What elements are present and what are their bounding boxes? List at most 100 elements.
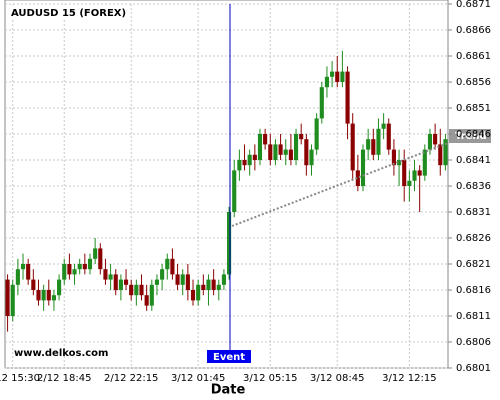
candle-body — [412, 170, 417, 181]
candle-body — [123, 279, 129, 285]
x-tick-label: 3/12 08:45 — [310, 373, 364, 384]
candle-body — [113, 274, 118, 290]
candle-body — [206, 279, 211, 290]
candle-body — [103, 269, 108, 280]
candle-body — [288, 149, 293, 160]
candle-body — [72, 269, 77, 275]
candle-body — [263, 134, 268, 145]
plot-area — [4, 0, 449, 369]
x-tick-label: 2/12 15:30 — [0, 373, 40, 384]
candle-body — [139, 284, 144, 296]
y-tick-label: 0.6801 — [456, 363, 491, 374]
y-tick-label: 0.6836 — [456, 181, 491, 192]
candle-body — [283, 149, 288, 155]
candle-body — [149, 284, 154, 306]
candle-body — [376, 128, 381, 155]
candle-body — [82, 264, 87, 270]
x-tick-label: 3/12 05:15 — [243, 373, 297, 384]
candle-body — [154, 279, 160, 285]
candle-body — [237, 160, 242, 171]
y-tick-label: 0.6816 — [456, 285, 491, 296]
candle-body — [268, 144, 273, 160]
candle-body — [51, 295, 56, 301]
y-tick-label: 0.6811 — [456, 311, 491, 322]
trend-tag — [449, 129, 491, 143]
candle-body — [118, 279, 123, 290]
candle-body — [36, 290, 41, 301]
candle-body — [160, 269, 165, 280]
candle-body — [26, 264, 31, 280]
candle-body — [371, 139, 376, 155]
x-tick-label: 2/12 22:15 — [104, 373, 158, 384]
candle-body — [165, 258, 170, 270]
x-tick-label: 3/12 12:15 — [382, 373, 436, 384]
candle-body — [31, 279, 36, 290]
candle-body — [293, 134, 299, 160]
candle-body — [170, 258, 175, 275]
candle-body — [144, 295, 149, 306]
candle-body — [407, 180, 412, 186]
candle-body — [438, 144, 443, 166]
candle-body — [278, 144, 283, 155]
candle-body — [360, 149, 366, 186]
y-tick-label: 0.6846 — [456, 129, 491, 140]
candle-body — [381, 123, 386, 129]
event-label: Event — [213, 352, 245, 363]
y-tick-label: 0.6826 — [456, 233, 491, 244]
candle-body — [366, 139, 371, 150]
candle-body — [309, 149, 314, 166]
candle-body — [443, 139, 448, 166]
candle-body — [221, 274, 226, 285]
candle-body — [340, 71, 345, 82]
candle-body — [319, 87, 324, 119]
candle-body — [402, 160, 407, 186]
y-tick-label: 0.6831 — [456, 207, 491, 218]
candle-body — [216, 284, 221, 290]
trend-label: Trend — [455, 131, 487, 142]
candle-body — [335, 71, 340, 82]
y-tick-label: 0.6821 — [456, 259, 491, 270]
candle-body — [77, 264, 82, 270]
candle-body — [273, 144, 278, 160]
candle-body — [180, 274, 185, 285]
candle-body — [227, 212, 232, 275]
candle-body — [427, 134, 433, 150]
candle-body — [350, 123, 355, 171]
candle-body — [190, 290, 196, 301]
candle-body — [299, 134, 304, 140]
y-tick-label: 0.6871 — [456, 0, 491, 10]
candle-body — [232, 170, 237, 212]
candle-body — [175, 274, 180, 285]
candle-body — [196, 284, 201, 301]
y-tick-label: 0.6806 — [456, 337, 491, 348]
candle-body — [108, 274, 113, 280]
title-bg — [7, 5, 123, 19]
candle-body — [330, 71, 335, 77]
candle-body — [355, 170, 360, 186]
candle-body — [304, 139, 309, 166]
y-tick-label: 0.6866 — [456, 25, 491, 36]
candle-body — [15, 269, 20, 285]
candle-body — [62, 264, 67, 280]
candle-body — [134, 284, 139, 296]
candle-body — [242, 160, 247, 166]
candle-body — [98, 248, 103, 270]
chart-title: AUDUSD 15 (FOREX) — [11, 8, 126, 19]
candle-body — [247, 154, 252, 166]
candle-body — [41, 290, 46, 301]
watermark: www.delkos.com — [14, 348, 108, 359]
candle-body — [211, 279, 216, 290]
event-tag — [207, 350, 251, 363]
candle-body — [397, 160, 402, 166]
candle-body — [257, 134, 263, 160]
candle-body — [87, 258, 93, 270]
candle-body — [20, 264, 26, 270]
candle-body — [129, 284, 134, 296]
x-tick-label: 2/12 18:45 — [37, 373, 91, 384]
y-tick-label: 0.6841 — [456, 155, 491, 166]
candle-body — [57, 279, 62, 296]
x-tick-label: 3/12 01:45 — [171, 373, 225, 384]
candle-body — [5, 279, 10, 316]
candle-body — [422, 149, 427, 176]
y-tick-label: 0.6856 — [456, 77, 491, 88]
